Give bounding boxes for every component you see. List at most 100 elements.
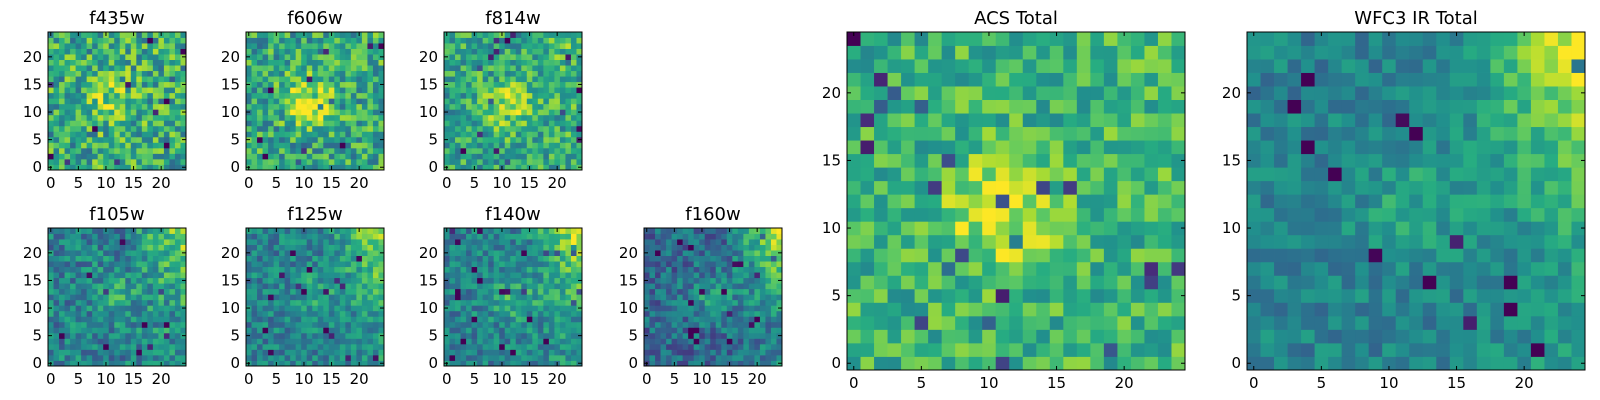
heatmap-cell bbox=[169, 59, 176, 66]
heatmap-cell bbox=[273, 114, 280, 121]
heatmap-cell bbox=[510, 76, 517, 83]
heatmap-cell bbox=[158, 76, 165, 83]
heatmap-cell bbox=[350, 288, 357, 295]
heatmap-cell bbox=[1049, 356, 1064, 371]
heatmap-cell bbox=[693, 316, 700, 323]
heatmap-cell bbox=[92, 354, 99, 361]
heatmap-cell bbox=[1049, 180, 1064, 195]
heatmap-cell bbox=[59, 250, 65, 256]
heatmap-cell bbox=[152, 255, 159, 262]
heatmap-cell bbox=[521, 239, 528, 245]
heatmap-cell bbox=[671, 266, 678, 273]
heatmap-cell bbox=[565, 316, 572, 323]
heatmap-cell bbox=[726, 349, 733, 356]
heatmap-cell bbox=[928, 315, 943, 330]
heatmap-cell bbox=[152, 103, 159, 110]
heatmap-cell bbox=[64, 142, 71, 149]
heatmap-cell bbox=[257, 354, 263, 361]
heatmap-cell bbox=[504, 142, 511, 149]
heatmap-cell bbox=[460, 32, 467, 38]
heatmap-cell bbox=[323, 283, 330, 290]
heatmap-cell bbox=[737, 332, 744, 339]
heatmap-cell bbox=[136, 98, 143, 105]
heatmap-cell bbox=[152, 327, 159, 334]
heatmap-cell bbox=[64, 332, 71, 339]
heatmap-cell bbox=[350, 131, 357, 138]
heatmap-cell bbox=[152, 120, 159, 127]
heatmap-cell bbox=[70, 54, 76, 60]
heatmap-cell bbox=[499, 310, 506, 317]
heatmap-cell bbox=[699, 343, 706, 350]
heatmap-cell bbox=[570, 349, 577, 356]
heatmap-cell bbox=[471, 87, 478, 94]
heatmap-cell bbox=[548, 54, 555, 60]
heatmap-cell bbox=[666, 255, 672, 262]
heatmap-cell bbox=[543, 131, 550, 138]
heatmap-cell bbox=[655, 255, 661, 262]
heatmap-cell bbox=[361, 354, 368, 361]
heatmap-cell bbox=[174, 250, 181, 256]
heatmap-cell bbox=[306, 81, 313, 88]
heatmap-cell bbox=[444, 65, 450, 72]
heatmap-cell bbox=[64, 59, 71, 66]
heatmap-cell bbox=[655, 343, 661, 350]
heatmap-cell bbox=[466, 277, 472, 284]
heatmap-cell bbox=[770, 338, 777, 345]
heatmap-cell bbox=[284, 250, 291, 256]
heatmap-cell bbox=[92, 255, 99, 262]
heatmap-cell bbox=[64, 228, 71, 234]
heatmap-cell bbox=[504, 349, 511, 356]
heatmap-cell bbox=[1157, 207, 1172, 222]
heatmap-cell bbox=[982, 153, 997, 168]
heatmap-cell bbox=[334, 305, 341, 312]
heatmap-cell bbox=[532, 327, 539, 334]
heatmap-cell bbox=[119, 288, 126, 295]
heatmap-cell bbox=[262, 294, 269, 301]
heatmap-cell bbox=[548, 360, 555, 367]
heatmap-cell bbox=[81, 92, 88, 99]
heatmap-cell bbox=[537, 103, 544, 110]
heatmap-cell bbox=[273, 294, 280, 301]
heatmap-cell bbox=[81, 70, 88, 77]
heatmap-cell bbox=[765, 332, 772, 339]
heatmap-cell bbox=[887, 315, 902, 330]
heatmap-cell bbox=[251, 92, 258, 99]
heatmap-cell bbox=[493, 233, 500, 240]
heatmap-cell bbox=[136, 288, 143, 295]
heatmap-cell bbox=[1157, 194, 1172, 209]
heatmap-cell bbox=[460, 283, 467, 290]
heatmap-cell bbox=[279, 239, 286, 245]
heatmap-cell bbox=[759, 250, 766, 256]
heatmap-cell bbox=[251, 272, 258, 279]
heatmap-cell bbox=[306, 120, 313, 127]
heatmap-cell bbox=[471, 283, 478, 290]
heatmap-cell bbox=[339, 76, 346, 83]
heatmap-cell bbox=[488, 147, 495, 154]
heatmap-cell bbox=[108, 120, 115, 127]
heatmap-cell bbox=[92, 272, 99, 279]
heatmap-cell bbox=[169, 360, 176, 367]
heatmap-cell bbox=[114, 228, 121, 234]
heatmap-cell bbox=[328, 305, 335, 312]
heatmap-cell bbox=[64, 360, 71, 367]
heatmap-cell bbox=[339, 272, 346, 279]
heatmap-cell bbox=[1076, 342, 1091, 357]
heatmap-cell bbox=[284, 81, 291, 88]
heatmap-cell bbox=[141, 283, 148, 290]
heatmap-cell bbox=[1144, 329, 1159, 344]
heatmap-cell bbox=[444, 87, 450, 94]
heatmap-cell bbox=[743, 228, 750, 234]
heatmap-cell bbox=[97, 65, 104, 72]
heatmap-cell bbox=[130, 261, 137, 268]
heatmap-cell bbox=[279, 92, 286, 99]
heatmap-cell bbox=[334, 114, 341, 121]
heatmap-cell bbox=[776, 316, 783, 323]
heatmap-cell bbox=[169, 153, 176, 160]
heatmap-cell bbox=[64, 76, 71, 83]
heatmap-cell bbox=[367, 310, 374, 317]
heatmap-cell bbox=[1117, 288, 1132, 303]
heatmap-cell bbox=[97, 277, 104, 284]
heatmap-cell bbox=[136, 272, 143, 279]
heatmap-cell bbox=[262, 43, 269, 49]
heatmap-cell bbox=[860, 356, 875, 371]
